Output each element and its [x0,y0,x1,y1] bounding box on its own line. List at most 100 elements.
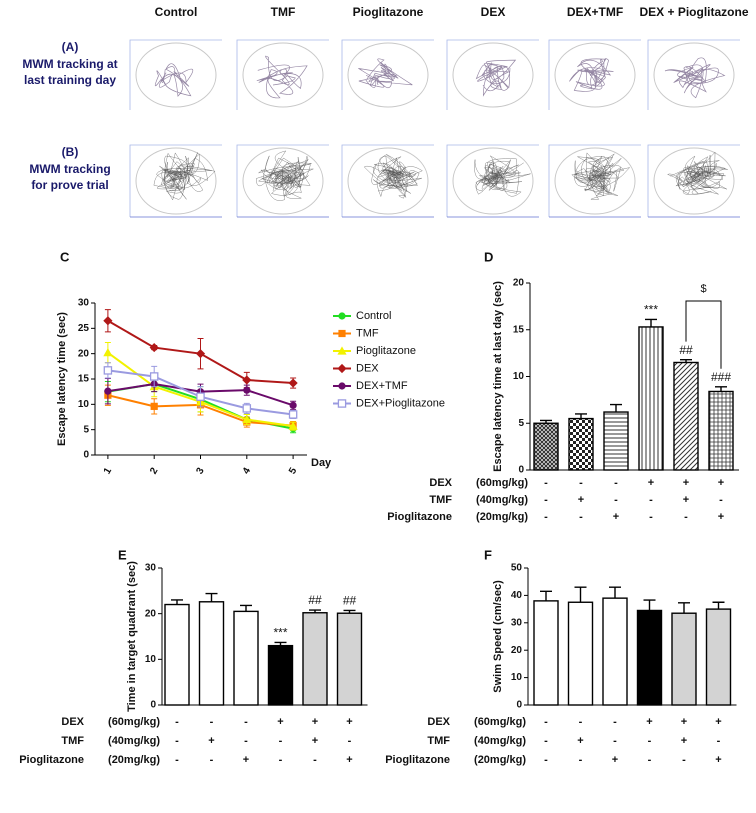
bar [671,612,697,706]
treatment-sign: + [577,735,583,747]
pool [347,147,429,215]
treatment-sign: + [681,716,687,728]
treatment-sign: - [719,494,723,506]
pool [135,42,217,108]
marker [338,382,346,390]
row-label: MWM tracking [29,162,110,176]
treatment-name: TMF [427,735,450,747]
image-frame [548,39,641,110]
treatment-sign: + [613,511,619,523]
y-tick-label: 20 [145,608,157,619]
treatment-sign: + [648,477,654,489]
panel-label: D [484,249,493,264]
marker [337,363,347,374]
swim-path [667,151,728,195]
treatment-dose: (60mg/kg) [476,477,528,489]
treatment-sign: - [579,716,583,728]
image-frame [129,144,222,217]
treatment-sign: - [579,477,583,489]
y-tick-label: 30 [145,563,157,574]
column-header: DEX+TMF [567,5,623,19]
error-bar [643,599,656,611]
pool [653,147,735,215]
column-header: DEX + Pioglitazone [639,5,748,19]
significance-label: ## [343,594,357,608]
series [103,362,298,420]
treatment-sign: + [578,494,584,506]
legend-label: DEX [356,362,379,374]
chart: E 0 10 20 30 Time in target quadrant (sec) ***… [19,547,368,766]
swim-path [664,57,726,99]
track-image [548,39,641,110]
legend-item: Control [333,310,391,322]
error-bar [609,586,621,599]
x-tick-label: 1 [102,466,115,477]
treatment-sign: - [544,716,548,728]
x-tick-label: 2 [148,466,161,477]
image-frame [446,144,539,217]
marker [242,404,252,413]
swim-path [569,58,614,92]
y-axis-label: Time in target quadrant (sec) [126,561,138,712]
track-image [647,39,740,110]
panel-label: C [60,249,70,264]
treatment-sign: - [649,511,653,523]
error-bar [678,602,690,614]
image-frame [647,144,740,217]
marker [104,387,112,395]
treatment-sign: + [681,735,687,747]
marker [195,349,206,359]
bar [567,601,594,706]
column-header: Control [155,5,198,19]
treatment-sign: - [279,735,283,747]
y-tick-label: 10 [511,672,523,683]
significance-label: ## [679,343,693,357]
bracket-label: $ [700,283,706,295]
bar [533,422,559,471]
treatment-sign: - [579,511,583,523]
column-header: DEX [481,5,506,19]
error-bar [171,599,183,605]
treatment-dose: (40mg/kg) [474,735,526,747]
chart: F 0 10 20 30 40 50 Swim Speed (cm/sec) DEX (60mg/… [385,547,737,766]
marker [288,410,298,419]
y-tick-label: 20 [513,278,525,289]
pool [554,147,636,215]
y-tick-label: 10 [78,399,90,410]
track-image [647,144,740,218]
y-tick-label: 5 [83,424,89,435]
marker [338,329,346,338]
image-frame [341,144,434,217]
pool [653,42,735,108]
marker [103,348,113,357]
treatment-name: Pioglitazone [19,754,84,766]
y-tick-label: 15 [513,324,525,335]
error-bar [712,601,725,610]
chart: D 0 5 10 15 20 Escape latency time at last day… [387,249,739,523]
y-tick-label: 5 [518,418,524,429]
marker [338,312,346,320]
treatment-sign: - [682,754,686,766]
swim-path [475,59,517,97]
treatment-sign: + [277,716,283,728]
treatment-sign: + [683,477,689,489]
treatment-sign: - [648,735,652,747]
error-bar [240,604,252,612]
y-tick-label: 30 [511,617,523,628]
legend-item: Pioglitazone [333,345,416,357]
treatment-sign: + [243,754,249,766]
error-bar [575,413,587,419]
treatment-name: TMF [61,735,84,747]
error-bar [574,586,587,603]
pool [242,42,324,108]
marker [196,392,205,401]
y-tick-label: 20 [511,645,523,656]
legend-label: TMF [356,327,379,339]
y-tick-label: 15 [78,374,90,385]
legend-label: Control [356,310,391,322]
legend-item: TMF [333,327,379,339]
row-label: last training day [24,73,116,87]
bar [636,609,663,706]
marker [149,372,159,381]
